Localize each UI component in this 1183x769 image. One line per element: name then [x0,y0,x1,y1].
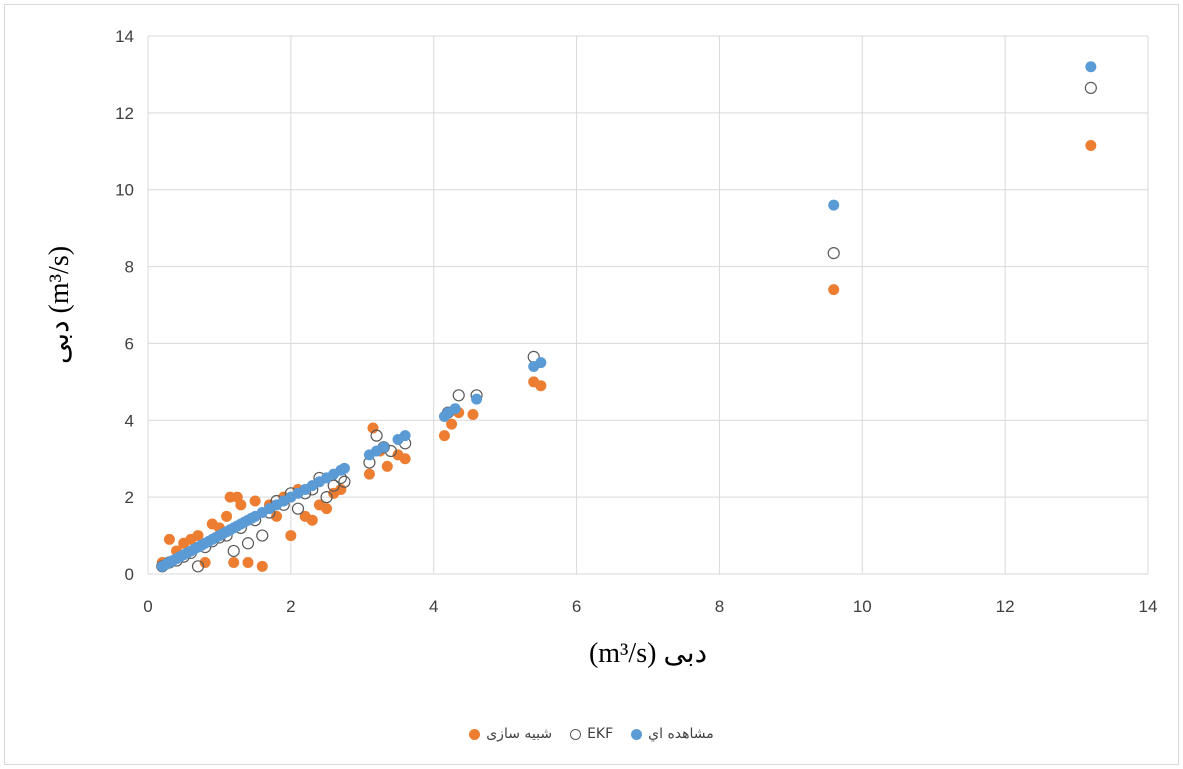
data-point [285,530,297,542]
data-point [535,380,547,392]
y-tick-label: 14 [115,27,134,46]
data-point [228,556,240,568]
chart-frame [4,4,1179,765]
data-point [235,499,247,511]
data-point [1085,140,1097,152]
data-point [471,393,483,405]
data-point [256,529,269,542]
y-tick-label: 8 [125,258,134,277]
data-point [321,503,333,515]
data-point [1084,81,1097,94]
legend-item: مشاهده اي [631,726,714,742]
data-point [271,510,283,522]
data-point [1085,61,1097,73]
data-points [156,61,1097,573]
x-tick-label: 12 [996,597,1015,616]
data-point [256,560,268,572]
series-0 [156,61,1097,572]
series-2 [156,140,1097,572]
data-point [338,462,350,474]
legend-label: شبیه سازی [486,726,553,742]
data-point [828,199,840,211]
data-point [399,453,411,465]
data-point [452,389,465,402]
data-point [192,530,204,542]
legend-item: شبیه سازی [469,726,552,742]
grid-lines [147,35,1149,575]
x-axis-title: (m³/s) دبی [589,638,707,669]
data-point [249,495,261,507]
x-tick-label: 8 [715,597,724,616]
legend-label: مشاهده اي [648,726,714,742]
data-point [227,544,240,558]
data-point [467,409,479,421]
x-tick-label: 14 [1139,597,1158,616]
data-point [327,479,340,492]
legend: مشاهده اي EKF شبیه سازی [0,722,1183,746]
data-point [221,510,233,522]
data-point [438,430,450,442]
y-tick-label: 0 [125,565,134,584]
x-tick-label: 4 [429,597,438,616]
data-point [306,514,318,526]
y-tick-label: 4 [125,411,134,430]
y-tick-label: 12 [115,104,134,123]
legend-label: EKF [587,726,614,742]
data-point [449,403,461,415]
legend-marker-icon [469,728,481,740]
legend-item: EKF [570,726,613,742]
data-point [378,441,390,453]
data-point [191,560,205,573]
data-point [291,502,305,515]
data-point [446,418,458,430]
tick-labels: 0 2 4 6 8 10 12 14 0 2 4 6 8 10 12 14 [115,27,1157,616]
data-point [363,468,375,480]
data-point [199,556,211,568]
x-tick-label: 6 [572,597,581,616]
data-point [535,357,547,369]
data-point [381,460,393,472]
y-axis-title: دبی (m³/s) [44,246,75,364]
data-point [370,429,383,442]
data-point [827,247,840,260]
data-point [320,491,333,504]
legend-marker-icon [631,728,643,740]
x-tick-label: 10 [853,597,872,616]
data-point [338,475,351,488]
y-tick-label: 6 [125,334,134,353]
y-tick-label: 10 [115,181,134,200]
data-point [163,533,175,545]
data-point [828,284,840,296]
legend-marker-icon [570,728,582,740]
data-point [241,537,255,550]
x-tick-label: 0 [143,597,152,616]
x-tick-label: 2 [286,597,295,616]
data-point [399,430,411,442]
y-tick-label: 2 [125,488,134,507]
data-point [242,556,254,568]
